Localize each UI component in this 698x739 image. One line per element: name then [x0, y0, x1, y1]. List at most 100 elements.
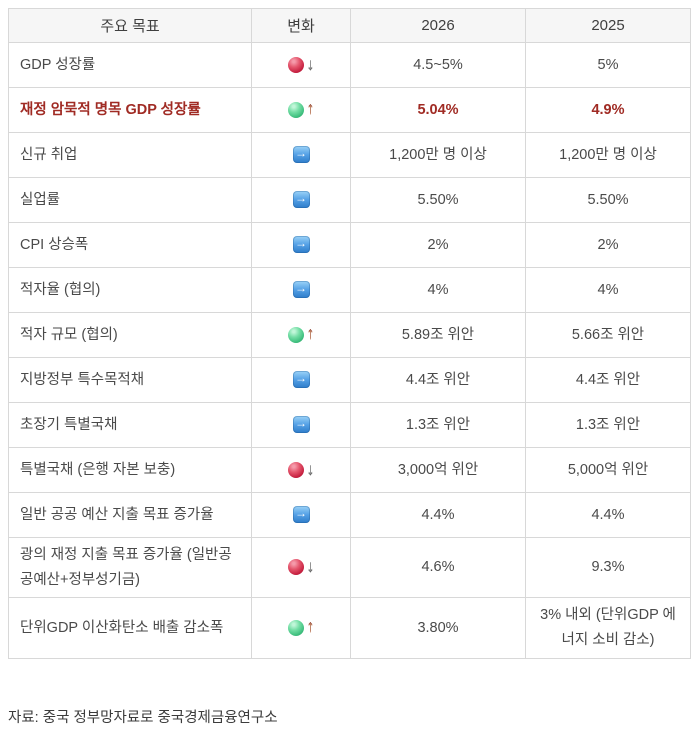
- down-arrow-icon: ↓: [306, 460, 315, 478]
- value-2025: 1,200만 명 이상: [559, 146, 657, 163]
- value-2026-cell: 1.3조 위안: [350, 402, 526, 448]
- source-note: 자료: 중국 정부망자료로 중국경제금융연구소: [8, 710, 278, 726]
- target-label: CPI 상승폭: [20, 236, 89, 253]
- blue-right-arrow-icon: →: [292, 506, 310, 524]
- value-2025-cell: 5%: [525, 42, 691, 88]
- value-2026: 4.5~5%: [413, 56, 463, 73]
- green-ball-up-arrow-icon: ↑: [287, 100, 315, 118]
- blue-right-arrow-icon: →: [292, 281, 310, 299]
- value-2025: 5,000억 위안: [567, 461, 649, 478]
- value-2025-cell: 5,000억 위안: [525, 447, 691, 493]
- green-ball-icon: [287, 326, 304, 343]
- target-label-cell: 초장기 특별국채: [8, 402, 252, 448]
- table-row: 지방정부 특수목적채 → 4.4조 위안 4.4조 위안: [8, 357, 691, 403]
- value-2026: 2%: [427, 236, 449, 253]
- value-2026: 5.50%: [417, 191, 459, 208]
- value-2026: 5.04%: [417, 101, 459, 118]
- value-2026-cell: 4.4%: [350, 492, 526, 538]
- table-body: GDP 성장률 ↓ 4.5~5% 5% 재정 암묵적 명목 GDP 성장률 ↑: [8, 42, 691, 659]
- table-row: 특별국채 (은행 자본 보충) ↓ 3,000억 위안 5,000억 위안: [8, 447, 691, 493]
- change-cell: ↓: [251, 536, 351, 599]
- target-label-cell: 적자 규모 (협의): [8, 312, 252, 358]
- value-2025: 4.4%: [591, 506, 625, 523]
- targets-table-container: 주요 목표 변화 2026 2025 GDP 성장률 ↓ 4.5~5% 5% 재…: [8, 8, 691, 659]
- table-header: 주요 목표 변화 2026 2025: [8, 8, 691, 43]
- change-cell: →: [251, 402, 351, 448]
- red-ball-icon: [287, 56, 304, 73]
- value-2026: 4.6%: [421, 559, 455, 576]
- up-arrow-icon: ↑: [306, 100, 315, 118]
- value-2026-cell: 3,000억 위안: [350, 447, 526, 493]
- down-arrow-icon: ↓: [306, 558, 315, 576]
- value-2025-cell: 9.3%: [525, 536, 691, 599]
- target-label: 적자 규모 (협의): [20, 326, 118, 343]
- table-row: CPI 상승폭 → 2% 2%: [8, 222, 691, 268]
- value-2025-cell: 3% 내외 (단위GDP 에너지 소비 감소): [525, 597, 691, 659]
- green-ball-icon: [287, 101, 304, 118]
- table-row: GDP 성장률 ↓ 4.5~5% 5%: [8, 42, 691, 88]
- value-2025-cell: 4.4%: [525, 492, 691, 538]
- value-2025-cell: 5.66조 위안: [525, 312, 691, 358]
- target-label: 특별국채 (은행 자본 보충): [20, 461, 176, 478]
- target-label: 단위GDP 이산화탄소 배출 감소폭: [20, 619, 224, 636]
- value-2026-cell: 5.04%: [350, 87, 526, 133]
- value-2026-cell: 4.6%: [350, 536, 526, 599]
- value-2025: 1.3조 위안: [575, 416, 641, 433]
- target-label-cell: 일반 공공 예산 지출 목표 증가율: [8, 492, 252, 538]
- value-2025-cell: 4.9%: [525, 87, 691, 133]
- change-cell: ↓: [251, 447, 351, 493]
- table-row: 단위GDP 이산화탄소 배출 감소폭 ↑ 3.80% 3% 내외 (단위GDP …: [8, 597, 691, 659]
- change-cell: ↑: [251, 597, 351, 659]
- blue-right-arrow-icon: →: [292, 506, 310, 524]
- target-label: 실업률: [20, 191, 61, 208]
- blue-right-arrow-icon: →: [292, 146, 310, 164]
- target-label-cell: 재정 암묵적 명목 GDP 성장률: [8, 87, 252, 133]
- up-arrow-icon: ↑: [306, 325, 315, 343]
- red-ball-down-arrow-icon: ↓: [287, 460, 315, 478]
- table-row: 광의 재정 지출 목표 증가율 (일반공공예산+정부성기금) ↓ 4.6% 9.…: [8, 536, 691, 599]
- target-label-cell: 지방정부 특수목적채: [8, 357, 252, 403]
- header-2026: 2026: [350, 8, 526, 43]
- down-arrow-icon: ↓: [306, 55, 315, 73]
- target-label: 적자율 (협의): [20, 281, 101, 298]
- value-2025: 9.3%: [591, 559, 625, 576]
- change-cell: →: [251, 267, 351, 313]
- target-label: 광의 재정 지출 목표 증가율 (일반공공예산+정부성기금): [20, 547, 232, 588]
- blue-right-arrow-icon: →: [292, 416, 310, 434]
- value-2025: 5.66조 위안: [571, 326, 645, 343]
- target-label-cell: 신규 취업: [8, 132, 252, 178]
- value-2026-cell: 5.89조 위안: [350, 312, 526, 358]
- target-label-cell: 단위GDP 이산화탄소 배출 감소폭: [8, 597, 252, 659]
- value-2026-cell: 4.5~5%: [350, 42, 526, 88]
- value-2025-cell: 2%: [525, 222, 691, 268]
- header-row: 주요 목표 변화 2026 2025: [8, 8, 691, 43]
- change-cell: ↑: [251, 312, 351, 358]
- table-row: 적자 규모 (협의) ↑ 5.89조 위안 5.66조 위안: [8, 312, 691, 358]
- table-row: 재정 암묵적 명목 GDP 성장률 ↑ 5.04% 4.9%: [8, 87, 691, 133]
- value-2025: 5%: [597, 56, 619, 73]
- target-label: 신규 취업: [20, 146, 78, 163]
- change-cell: ↑: [251, 87, 351, 133]
- target-label-cell: 광의 재정 지출 목표 증가율 (일반공공예산+정부성기금): [8, 536, 252, 599]
- table-row: 일반 공공 예산 지출 목표 증가율 → 4.4% 4.4%: [8, 492, 691, 538]
- target-label: 일반 공공 예산 지출 목표 증가율: [20, 506, 214, 523]
- value-2025: 2%: [597, 236, 619, 253]
- value-2025-cell: 5.50%: [525, 177, 691, 223]
- value-2025-cell: 1,200만 명 이상: [525, 132, 691, 178]
- blue-right-arrow-icon: →: [292, 371, 310, 389]
- value-2026-cell: 4.4조 위안: [350, 357, 526, 403]
- target-label: 초장기 특별국채: [20, 416, 118, 433]
- change-cell: →: [251, 177, 351, 223]
- value-2025: 5.50%: [587, 191, 629, 208]
- red-ball-down-arrow-icon: ↓: [287, 55, 315, 73]
- blue-right-arrow-icon: →: [292, 146, 310, 164]
- value-2026-cell: 5.50%: [350, 177, 526, 223]
- green-ball-up-arrow-icon: ↑: [287, 325, 315, 343]
- target-label: 지방정부 특수목적채: [20, 371, 145, 388]
- target-label: GDP 성장률: [20, 56, 96, 73]
- blue-right-arrow-icon: →: [292, 236, 310, 254]
- red-ball-icon: [287, 461, 304, 478]
- value-2026: 5.89조 위안: [401, 326, 475, 343]
- table-row: 초장기 특별국채 → 1.3조 위안 1.3조 위안: [8, 402, 691, 448]
- table-row: 신규 취업 → 1,200만 명 이상 1,200만 명 이상: [8, 132, 691, 178]
